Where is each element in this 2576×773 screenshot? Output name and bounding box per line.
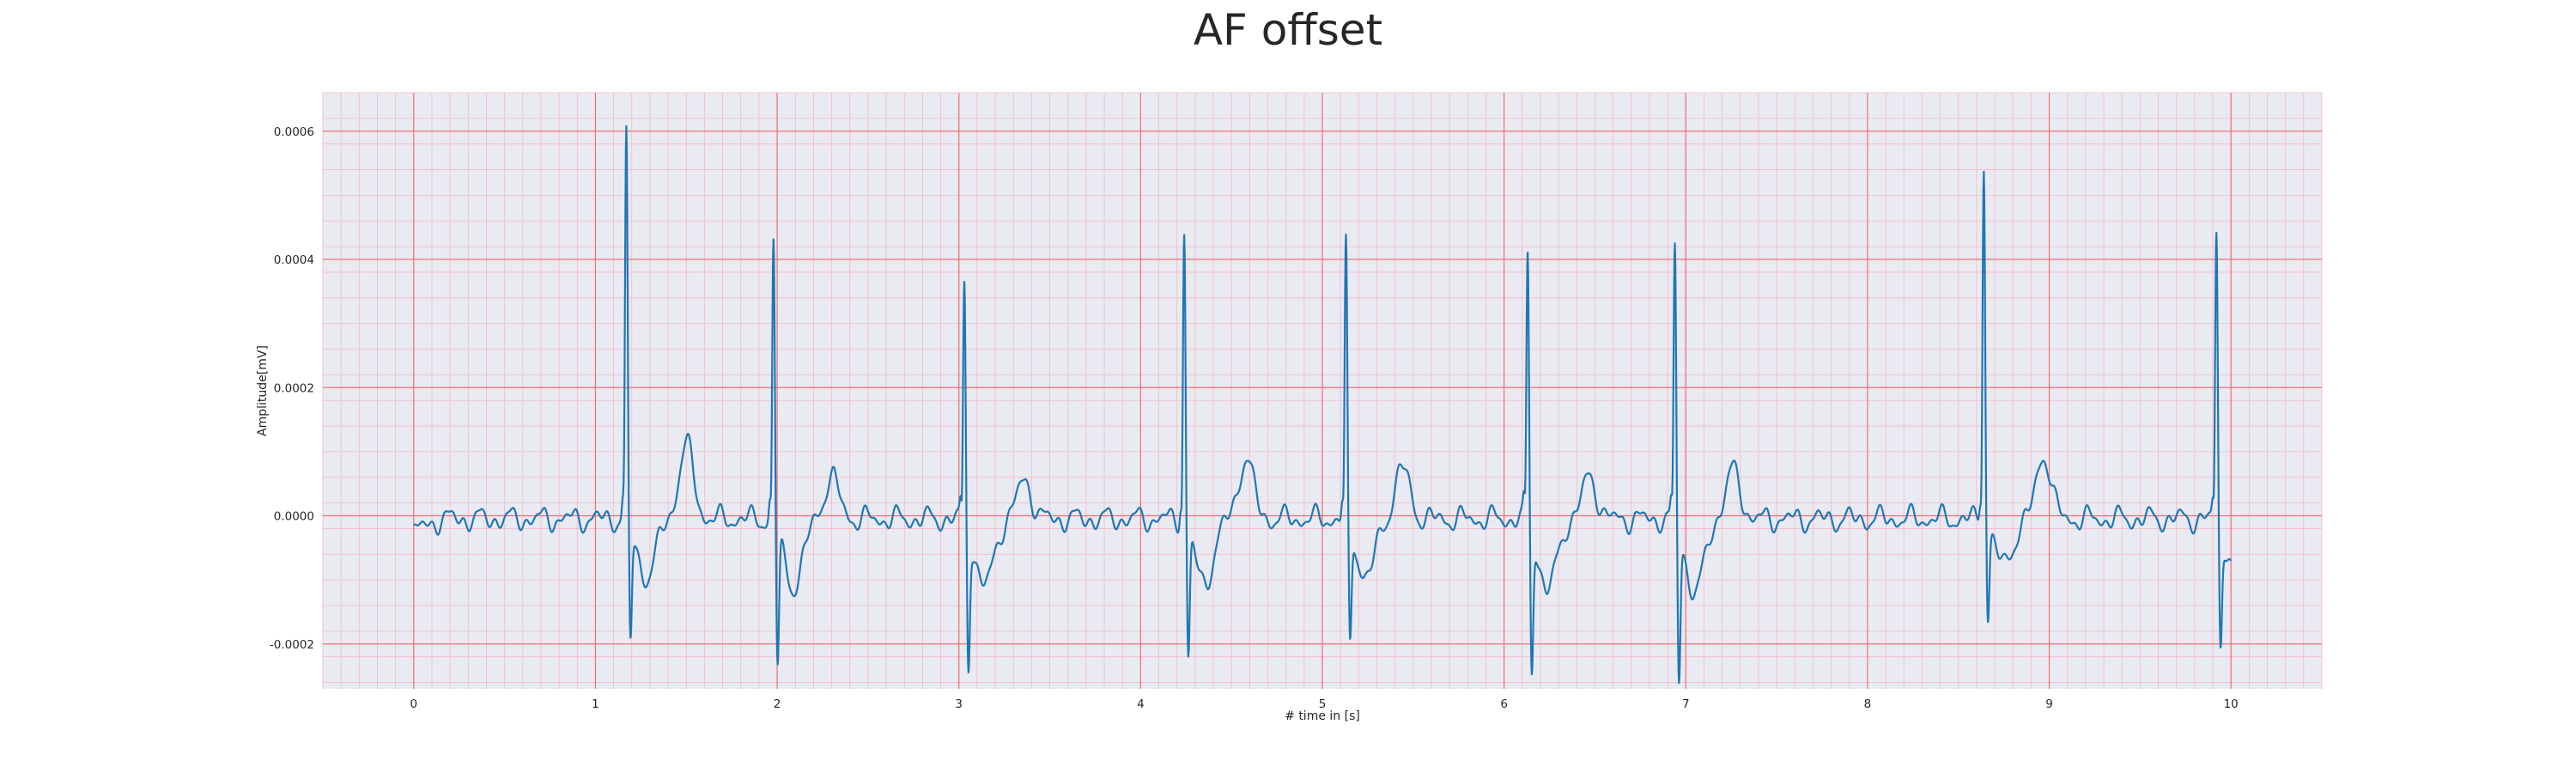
x-tick-label: 3: [955, 697, 963, 711]
x-tick-label: 0: [410, 697, 418, 711]
chart-title: AF offset: [1193, 5, 1383, 55]
x-tick-label: 8: [1864, 697, 1872, 711]
y-tick-label: 0.0004: [274, 253, 314, 267]
y-axis-tick-labels: -0.0002 0.0000 0.0002 0.0004 0.0006: [270, 125, 314, 652]
y-tick-label: 0.0002: [274, 381, 314, 395]
y-tick-label: 0.0006: [274, 125, 314, 139]
x-axis-tick-labels: 0 1 2 3 4 5 6 7 8 9 10: [410, 697, 2239, 711]
x-tick-label: 9: [2045, 697, 2053, 711]
x-tick-label: 10: [2224, 697, 2239, 711]
x-tick-label: 2: [774, 697, 781, 711]
x-tick-label: 5: [1319, 697, 1327, 711]
x-tick-label: 7: [1682, 697, 1690, 711]
major-grid: [323, 93, 2322, 689]
ecg-signal-line: [412, 125, 2233, 685]
x-tick-label: 4: [1137, 697, 1145, 711]
y-tick-label: -0.0002: [270, 638, 314, 652]
x-tick-label: 6: [1500, 697, 1508, 711]
x-tick-label: 1: [592, 697, 599, 711]
y-tick-label: 0.0000: [274, 510, 314, 524]
y-axis-label: Amplitude[mV]: [256, 345, 270, 436]
x-axis-label: # time in [s]: [1285, 709, 1360, 723]
